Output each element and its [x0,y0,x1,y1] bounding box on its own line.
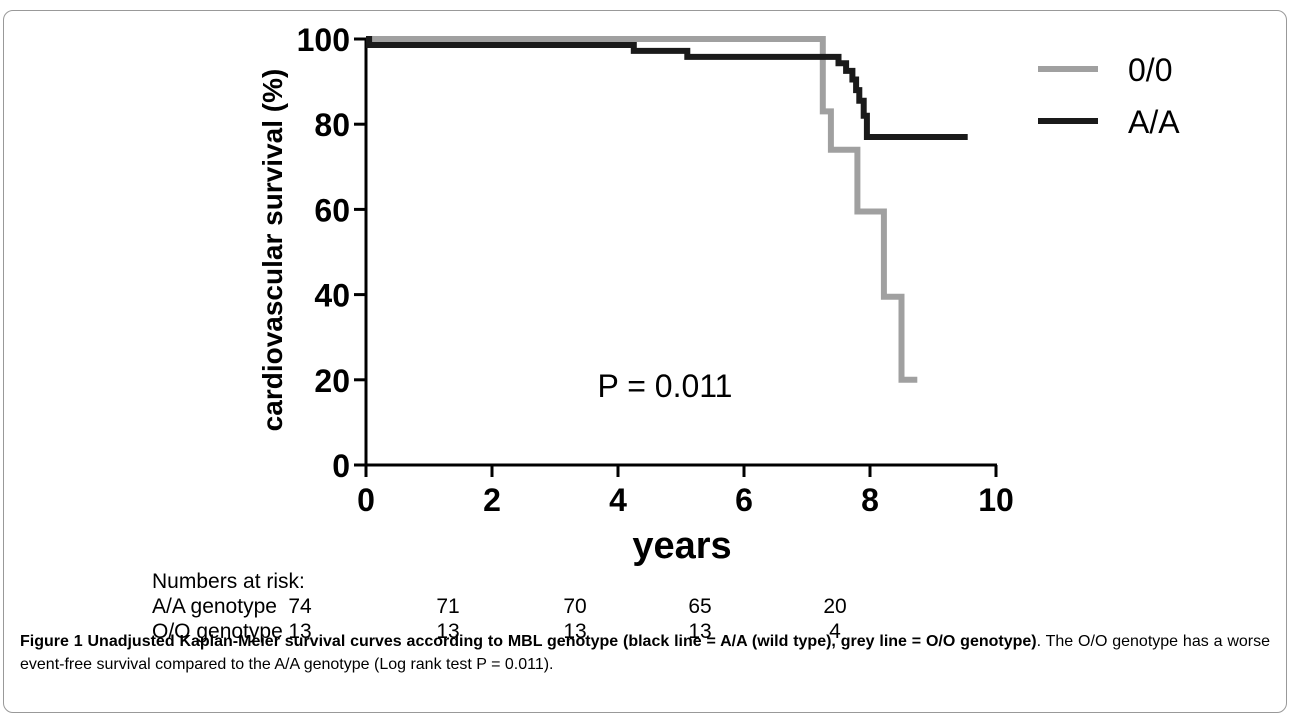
risk-count: 74 [288,595,312,618]
risk-count: 13 [436,620,460,643]
risk-count: 4 [829,620,841,643]
y-tick-label: 60 [314,192,350,228]
figure-frame [3,10,1287,713]
caption-title: Figure 1 Unadjusted Kaplan-Meier surviva… [20,633,1037,650]
p-value-annotation: P = 0.011 [598,368,733,404]
figure-caption: Figure 1 Unadjusted Kaplan-Meier surviva… [20,630,1270,676]
y-ticks: 0 20 40 60 80 100 [297,22,366,484]
x-tick-label: 6 [735,482,753,518]
risk-count: 70 [563,595,587,618]
series-line-aa [366,36,968,140]
x-tick-label: 8 [861,482,879,518]
x-tick-label: 0 [357,482,375,518]
x-tick-label: 2 [483,482,501,518]
risk-count: 71 [436,595,460,618]
legend-label: A/A [1128,104,1180,140]
risk-count: 20 [823,595,847,618]
series-layer [366,36,968,383]
x-ticks: 0 2 4 6 8 10 [357,465,1014,518]
risk-count: 13 [288,620,312,643]
chart-axes: 0 20 40 60 80 100 0 2 4 6 8 10 [297,22,1014,518]
y-tick-label: 100 [297,22,350,58]
y-axis-label: cardiovascular survival (%) [257,69,288,432]
risk-row-label: A/A genotype [152,595,277,618]
series-line-00 [366,36,918,383]
risk-count: 65 [688,595,712,618]
chart-legend: 0/0 A/A [1038,52,1180,140]
y-tick-label: 0 [332,448,350,484]
y-tick-label: 20 [314,363,350,399]
y-tick-label: 40 [314,278,350,314]
risk-row-label: O/O genotype [152,620,283,643]
risk-table-header: Numbers at risk: [152,570,305,593]
x-tick-label: 4 [609,482,627,518]
risk-count: 13 [563,620,587,643]
y-tick-label: 80 [314,107,350,143]
x-tick-label: 10 [978,482,1014,518]
caption-text: . The O/O genotype has a worse event-fre… [20,633,1271,673]
x-axis-label: years [632,525,731,567]
risk-count: 13 [688,620,712,643]
legend-label: 0/0 [1128,52,1172,88]
